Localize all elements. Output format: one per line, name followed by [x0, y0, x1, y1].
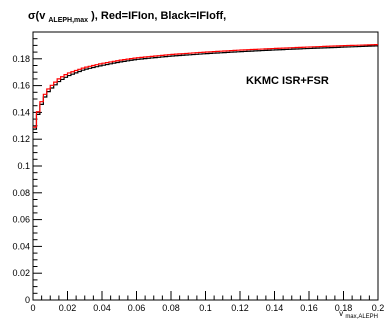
y-axis: 0 0.02 0.04 0.06 0.08 0.1 0.12 0.14 0.16 0.18	[12, 31, 42, 305]
x-tick-label: 0.12	[231, 303, 249, 313]
y-tick-label: 0	[25, 295, 30, 305]
x-tick-label: 0.04	[93, 303, 111, 313]
x-tick-label: 0.18	[335, 303, 353, 313]
y-tick-label: 0.14	[12, 107, 30, 117]
annotation-label: KKMC ISR+FSR	[246, 75, 329, 87]
y-tick-label: 0.16	[12, 81, 30, 91]
y-tick-label: 0.12	[12, 134, 30, 144]
title-rest: ), Red=IFIon, Black=IFIoff,	[91, 10, 226, 22]
y-tick-label: 0.1	[17, 161, 30, 171]
x-tick-label: 0.02	[59, 303, 77, 313]
chart-title: σ(v ALEPH,max ), Red=IFIon, Black=IFIoff…	[28, 10, 226, 25]
x-tick-label: 0.06	[128, 303, 146, 313]
x-axis-label-sub: max,ALEPH	[345, 314, 378, 320]
x-axis: 0 0.02 0.04 0.06 0.08 0.1 0.12 0.14 0.16 0.18 0.2	[30, 291, 384, 313]
x-axis-label: v max,ALEPH	[339, 309, 378, 320]
x-tick-label: 0.14	[266, 303, 284, 313]
y-tick-label: 0.04	[12, 241, 30, 251]
x-tick-label: 0.16	[300, 303, 318, 313]
y-tick-label: 0.08	[12, 188, 30, 198]
x-tick-label: 0.1	[199, 303, 212, 313]
series-layer	[33, 44, 378, 130]
plot-frame	[32, 31, 379, 301]
x-tick-label: 0.08	[162, 303, 180, 313]
x-axis-label-main: v	[339, 309, 343, 318]
x-tick-label: 0	[30, 303, 35, 313]
title-subscript: ALEPH,max	[48, 17, 88, 24]
series-line-ifion	[33, 44, 378, 128]
y-tick-label: 0.02	[12, 268, 30, 278]
series-line-ifioff	[33, 45, 378, 130]
y-tick-label: 0.18	[12, 54, 30, 64]
x-tick-label: 0.2	[372, 303, 385, 313]
title-sigma: σ(v	[28, 10, 46, 22]
y-tick-label: 0.06	[12, 215, 30, 225]
